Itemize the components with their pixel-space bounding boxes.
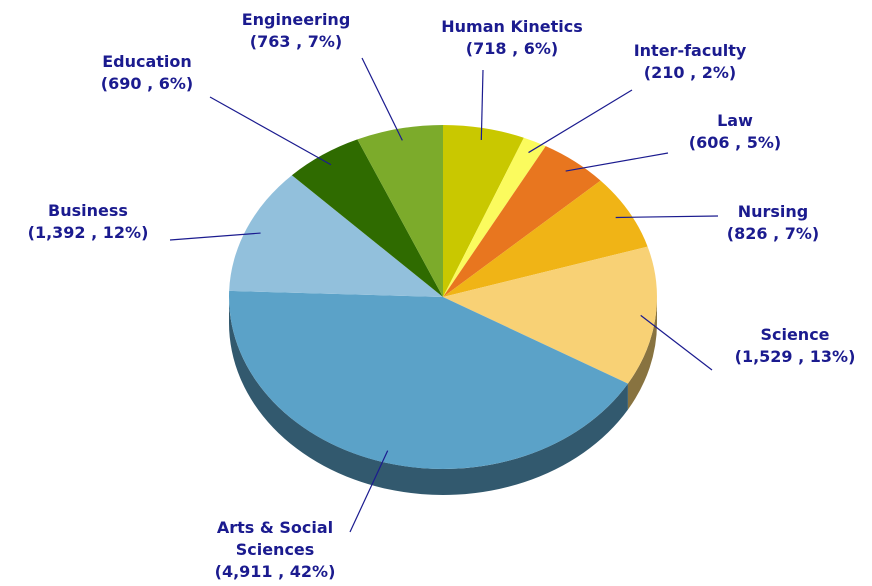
slice-side [627, 297, 657, 410]
leader-line [640, 314, 713, 371]
slice-side [229, 297, 628, 495]
data-label: Business (1,392 , 12%) [0, 200, 188, 244]
label-value: (606 , 5%) [688, 133, 782, 152]
data-label: Education (690 , 6%) [47, 51, 247, 95]
label-name: Science [760, 325, 830, 344]
label-value: (826 , 7%) [726, 224, 820, 243]
label-name: Engineering [241, 10, 351, 29]
label-value: (210 , 2%) [643, 63, 737, 82]
slice [291, 139, 443, 297]
label-name: Nursing [737, 202, 809, 221]
slice [443, 180, 648, 297]
data-label: Nursing (826 , 7%) [673, 201, 872, 245]
leader-line [349, 450, 389, 533]
slice [357, 125, 443, 297]
data-label: Law (606 , 5%) [635, 110, 835, 154]
label-name: Arts & Social Sciences [216, 518, 334, 559]
label-value: (1,392 , 12%) [27, 223, 149, 242]
leader-line [169, 232, 261, 241]
leader-line [565, 152, 669, 172]
slice [229, 175, 443, 297]
data-label: Engineering (763 , 7%) [196, 9, 396, 53]
label-value: (690 , 6%) [100, 74, 194, 93]
data-label: Arts & Social Sciences (4,911 , 42%) [205, 517, 345, 583]
leader-line [528, 89, 633, 154]
leader-line [480, 69, 484, 141]
slice [443, 246, 657, 384]
label-value: (4,911 , 42%) [214, 562, 336, 581]
leader-line [615, 215, 719, 219]
leader-line [209, 96, 332, 166]
label-name: Business [48, 201, 128, 220]
label-value: (1,529 , 13%) [734, 347, 856, 366]
label-value: (718 , 6%) [465, 39, 559, 58]
label-value: (763 , 7%) [249, 32, 343, 51]
label-name: Inter-faculty [633, 41, 747, 60]
slice [443, 137, 546, 297]
data-label: Science (1,529 , 13%) [695, 324, 872, 368]
leader-line [361, 57, 403, 141]
label-name: Human Kinetics [441, 17, 583, 36]
label-name: Education [102, 52, 192, 71]
label-name: Law [717, 111, 753, 130]
slice [228, 290, 628, 469]
slice [443, 125, 524, 297]
slice [443, 146, 601, 297]
data-label: Inter-faculty (210 , 2%) [590, 40, 790, 84]
data-label: Human Kinetics (718 , 6%) [402, 16, 622, 60]
